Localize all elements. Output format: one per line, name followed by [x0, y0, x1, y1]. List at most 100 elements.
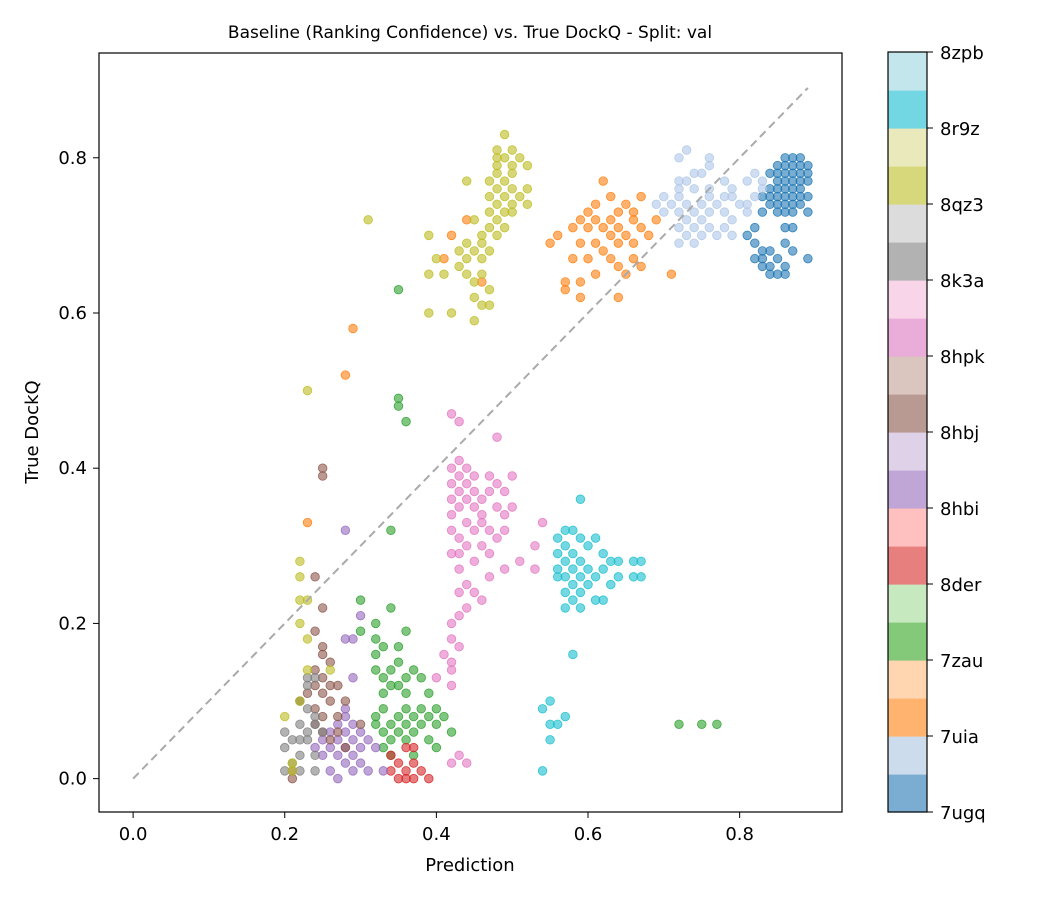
data-point — [469, 471, 479, 481]
data-point — [704, 153, 715, 163]
data-point — [302, 727, 313, 737]
data-point — [355, 719, 366, 730]
colorbar-segment — [888, 128, 927, 167]
data-point — [590, 199, 601, 210]
data-point — [386, 603, 396, 613]
colorbar-segment — [888, 318, 927, 357]
data-point — [666, 269, 677, 279]
y-axis: 0.0 0.2 0.4 0.6 0.8 — [58, 148, 99, 790]
data-point — [371, 742, 381, 753]
data-point — [302, 634, 313, 644]
data-point — [310, 719, 320, 730]
data-point — [697, 215, 707, 225]
data-point — [446, 618, 457, 629]
data-point — [469, 556, 479, 567]
data-point — [393, 657, 404, 667]
data-point — [757, 207, 768, 217]
data-point — [583, 541, 593, 551]
data-point — [393, 727, 404, 737]
data-point — [750, 191, 760, 202]
data-point — [704, 207, 715, 217]
data-point — [295, 696, 305, 706]
point-series — [302, 176, 677, 528]
data-point — [416, 673, 426, 683]
data-point — [439, 269, 449, 279]
data-point — [780, 261, 790, 272]
data-point — [310, 572, 320, 582]
data-point — [552, 572, 563, 582]
data-point — [583, 579, 593, 590]
data-point — [454, 564, 464, 574]
data-point — [568, 595, 578, 605]
data-point — [408, 742, 419, 753]
colorbar-segment — [888, 356, 927, 395]
data-point — [788, 246, 798, 256]
data-point — [408, 758, 419, 768]
data-point — [325, 657, 335, 667]
data-point — [477, 230, 487, 241]
colorbar-segment — [888, 508, 927, 547]
data-point — [560, 285, 570, 295]
data-point — [348, 735, 358, 745]
data-point — [469, 215, 479, 225]
data-point — [499, 176, 510, 186]
data-point — [530, 564, 540, 574]
point-series — [280, 129, 533, 776]
data-point — [454, 471, 464, 481]
data-point — [499, 153, 510, 163]
data-point — [371, 665, 381, 675]
data-point — [295, 618, 305, 629]
data-point — [469, 246, 479, 256]
colorbar-tick-label: 8hbj — [940, 423, 979, 444]
data-point — [484, 176, 495, 186]
data-point — [674, 719, 684, 730]
data-point — [575, 494, 586, 504]
data-point — [446, 525, 457, 535]
data-point — [674, 238, 684, 248]
data-point — [371, 618, 381, 629]
data-point — [636, 572, 646, 582]
data-point — [446, 409, 457, 419]
data-point — [325, 742, 335, 753]
data-point — [575, 587, 586, 598]
data-point — [469, 277, 479, 287]
data-point — [280, 742, 290, 753]
data-point — [575, 572, 586, 582]
colorbar-segment — [888, 432, 927, 471]
data-point — [317, 688, 328, 698]
data-point — [393, 642, 404, 652]
data-point — [598, 246, 608, 256]
x-tick-label: 0.2 — [270, 824, 299, 845]
data-point — [446, 510, 457, 520]
data-point — [333, 750, 343, 761]
data-point — [454, 587, 464, 598]
data-point — [628, 215, 639, 225]
data-point — [431, 673, 442, 683]
data-point — [408, 711, 419, 722]
reference-line-layer — [132, 87, 809, 780]
data-point — [765, 246, 775, 256]
data-point — [462, 269, 472, 279]
data-point — [378, 642, 389, 652]
data-point — [340, 525, 351, 535]
data-point — [515, 191, 525, 202]
data-point — [704, 191, 715, 202]
data-point — [507, 502, 517, 512]
data-point — [636, 261, 646, 272]
data-point — [788, 207, 798, 217]
data-point — [446, 665, 457, 675]
data-point — [583, 207, 593, 217]
data-point — [424, 269, 434, 279]
data-point — [568, 564, 578, 574]
data-point — [552, 230, 563, 241]
data-point — [590, 533, 601, 543]
data-point — [462, 579, 472, 590]
data-point — [545, 238, 555, 248]
data-point — [317, 471, 328, 481]
data-point — [378, 727, 389, 737]
data-point — [401, 735, 411, 745]
data-point — [492, 502, 502, 512]
data-point — [454, 533, 464, 543]
data-point — [477, 510, 487, 520]
data-point — [659, 191, 669, 202]
